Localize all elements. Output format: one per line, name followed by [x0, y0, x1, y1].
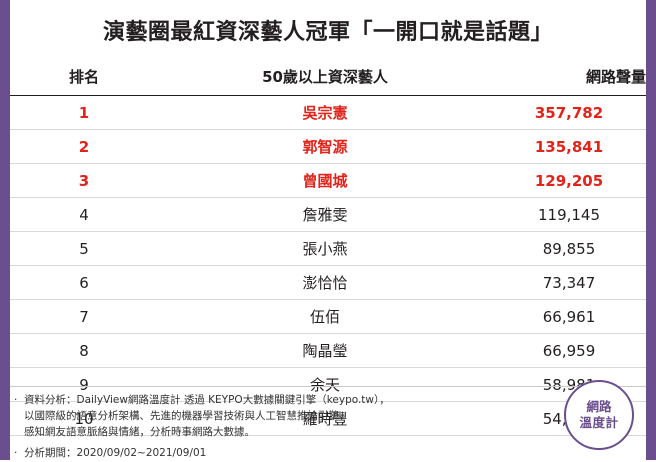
cell-volume: 129,205	[492, 163, 646, 198]
footer-source-text-1: 資料分析：DailyView網路溫度計 透過 KEYPO大數據關鍵引擎（keyp…	[24, 394, 390, 406]
cell-volume: 135,841	[492, 129, 646, 164]
cell-name: 詹雅雯	[158, 197, 492, 232]
brand-logo: 網路 溫度計	[564, 380, 634, 450]
cell-rank: 2	[10, 129, 158, 164]
left-accent-bar	[0, 0, 10, 460]
cell-rank: 9	[10, 367, 158, 402]
brand-logo-line-1: 網路	[586, 399, 612, 415]
cell-rank: 1	[10, 95, 158, 130]
table-row: 7 伍佰 66,961	[10, 299, 646, 334]
footer-period-line: ‧ 分析期間：2020/09/02~2021/09/01	[10, 446, 646, 462]
footer-source-line-3: 感知網友語意脈絡與情緒，分析時事網路大數據。	[24, 425, 255, 438]
cell-rank: 7	[10, 299, 158, 334]
footer-source-line-2: 以國際級的語意分析架構、先進的機器學習技術與人工智慧推論引擎，	[24, 409, 350, 422]
table-row: 3 曾國城 129,205	[10, 163, 646, 198]
bullet-icon: ‧	[14, 394, 18, 406]
cell-name: 曾國城	[158, 163, 492, 198]
table-row: 1 吳宗憲 357,782	[10, 95, 646, 130]
cell-name: 澎恰恰	[158, 265, 492, 300]
table-row: 2 郭智源 135,841	[10, 129, 646, 164]
footer: ‧ 資料分析：DailyView網路溫度計 透過 KEYPO大數據關鍵引擎（ke…	[10, 386, 646, 462]
column-header-rank: 排名	[10, 60, 158, 96]
cell-name: 郭智源	[158, 129, 492, 164]
cell-rank: 5	[10, 231, 158, 266]
table-row: 4 詹雅雯 119,145	[10, 197, 646, 232]
footer-source-line-1: ‧ 資料分析：DailyView網路溫度計 透過 KEYPO大數據關鍵引擎（ke…	[10, 393, 646, 409]
cell-rank: 4	[10, 197, 158, 232]
footer-period-text: 分析期間：2020/09/02~2021/09/01	[24, 447, 207, 460]
column-header-name: 50歲以上資深藝人	[158, 60, 492, 96]
cell-name: 吳宗憲	[158, 95, 492, 130]
table-row: 5 張小燕 89,855	[10, 231, 646, 266]
cell-volume: 66,959	[492, 333, 646, 368]
column-header-volume: 網路聲量	[492, 60, 646, 96]
cell-rank: 8	[10, 333, 158, 368]
cell-rank: 3	[10, 163, 158, 198]
brand-logo-line-2: 溫度計	[579, 415, 619, 430]
right-accent-bar	[646, 0, 656, 460]
cell-name: 余天	[158, 367, 492, 402]
cell-name: 張小燕	[158, 231, 492, 266]
cell-volume: 89,855	[492, 231, 646, 266]
table-header-row: 排名 50歲以上資深藝人 網路聲量	[10, 60, 646, 96]
cell-volume: 66,961	[492, 299, 646, 334]
cell-volume: 119,145	[492, 197, 646, 232]
table-row: 6 澎恰恰 73,347	[10, 265, 646, 300]
cell-volume: 357,782	[492, 95, 646, 130]
cell-name: 陶晶瑩	[158, 333, 492, 368]
cell-rank: 10	[10, 401, 158, 436]
page-title: 演藝圈最紅資深藝人冠軍「一開口就是話題」	[102, 20, 553, 45]
ranking-table: 排名 50歲以上資深藝人 網路聲量 1 吳宗憲 357,782 2 郭智源 13…	[10, 60, 646, 436]
cell-name: 伍佰	[158, 299, 492, 334]
cell-name: 羅時豐	[158, 401, 492, 436]
bullet-icon: ‧	[14, 447, 18, 460]
cell-volume: 73,347	[492, 265, 646, 300]
ranking-table-wrapper: 排名 50歲以上資深藝人 網路聲量 1 吳宗憲 357,782 2 郭智源 13…	[10, 60, 646, 436]
cell-rank: 6	[10, 265, 158, 300]
table-row: 8 陶晶瑩 66,959	[10, 333, 646, 368]
